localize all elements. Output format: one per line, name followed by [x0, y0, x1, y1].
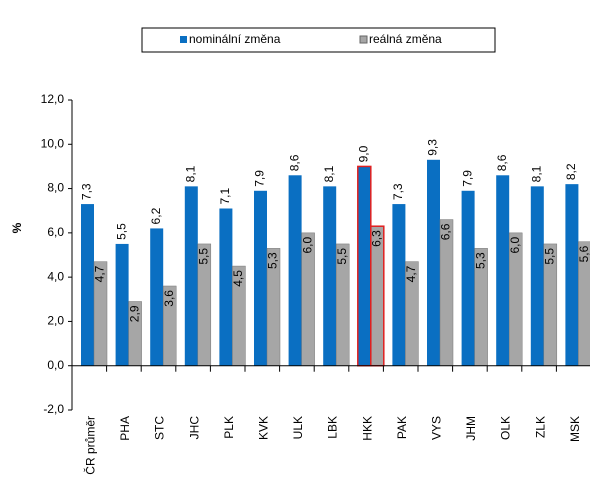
- bar: [565, 184, 579, 366]
- x-tick-label: KVK: [256, 416, 270, 440]
- y-tick-label: -2,0: [43, 402, 64, 416]
- x-tick-label: HKK: [360, 416, 374, 441]
- value-label: 5,5: [196, 248, 210, 265]
- legend-label: reálná změna: [369, 32, 442, 46]
- x-tick-label: ULK: [291, 416, 305, 439]
- value-label: 7,9: [460, 170, 474, 187]
- bar: [392, 204, 406, 366]
- value-label: 8,1: [529, 165, 543, 182]
- bar: [115, 243, 129, 366]
- value-label: 6,0: [300, 237, 314, 254]
- value-label: 5,5: [114, 223, 128, 240]
- legend-label: nominální změna: [189, 32, 281, 46]
- x-tick-label: LBK: [326, 416, 340, 439]
- value-label: 8,6: [287, 154, 301, 171]
- y-axis-label: %: [10, 222, 24, 233]
- x-tick-label: JHM: [464, 416, 478, 441]
- y-tick-label: 10,0: [41, 136, 65, 150]
- value-label: 5,3: [473, 252, 487, 269]
- x-tick-label: ČR průměr: [82, 416, 97, 475]
- bar: [219, 208, 233, 366]
- value-label: 7,1: [218, 187, 232, 204]
- value-label: 5,6: [577, 245, 590, 262]
- value-label: 9,3: [426, 139, 440, 156]
- value-label: 6,0: [508, 237, 522, 254]
- bar: [461, 190, 475, 366]
- x-tick-label: MSK: [568, 416, 582, 442]
- value-label: 8,1: [322, 165, 336, 182]
- y-tick-label: 4,0: [47, 269, 64, 283]
- value-label: 3,6: [162, 290, 176, 307]
- value-label: 8,2: [564, 163, 578, 180]
- value-label: 9,0: [356, 145, 370, 162]
- bar: [81, 204, 94, 366]
- bar: [150, 228, 164, 366]
- x-tick-label: PLK: [222, 416, 236, 439]
- bar: [254, 190, 267, 366]
- x-tick-label: JHC: [187, 416, 201, 440]
- value-label: 5,5: [542, 248, 556, 265]
- legend-swatch: [180, 36, 187, 43]
- value-label: 5,5: [335, 248, 349, 265]
- bar: [530, 186, 544, 366]
- x-tick-label: ZLK: [533, 416, 547, 438]
- value-label: 6,2: [149, 207, 163, 224]
- bar: [288, 175, 302, 366]
- value-label: 6,3: [369, 230, 383, 247]
- bar: [357, 165, 372, 367]
- y-tick-label: 6,0: [47, 225, 64, 239]
- legend-box: [141, 27, 496, 53]
- value-label: 4,7: [404, 265, 418, 282]
- value-label: 8,6: [495, 154, 509, 171]
- value-label: 5,3: [266, 252, 280, 269]
- y-tick-label: 12,0: [41, 92, 65, 106]
- bar: [496, 175, 510, 366]
- x-tick-label: VYS: [429, 416, 443, 440]
- bar: [184, 186, 198, 366]
- value-label: 7,3: [80, 183, 94, 200]
- value-label: 7,9: [253, 170, 267, 187]
- x-tick-label: PAK: [395, 416, 409, 439]
- value-label: 4,7: [93, 265, 107, 282]
- y-tick-label: 8,0: [47, 181, 64, 195]
- x-tick-label: STC: [153, 416, 167, 440]
- y-tick-label: 2,0: [47, 314, 64, 328]
- legend-swatch: [359, 35, 368, 44]
- x-tick-label: PHA: [118, 416, 132, 441]
- bar: [439, 219, 454, 366]
- value-label: 8,1: [183, 165, 197, 182]
- bar: [427, 159, 440, 366]
- y-tick-label: 0,0: [47, 358, 64, 372]
- value-label: 7,3: [391, 183, 405, 200]
- bar: [323, 186, 337, 366]
- value-label: 6,6: [439, 223, 453, 240]
- x-tick-label: OLK: [499, 416, 513, 440]
- value-label: 4,5: [231, 270, 245, 287]
- value-label: 2,9: [127, 305, 141, 322]
